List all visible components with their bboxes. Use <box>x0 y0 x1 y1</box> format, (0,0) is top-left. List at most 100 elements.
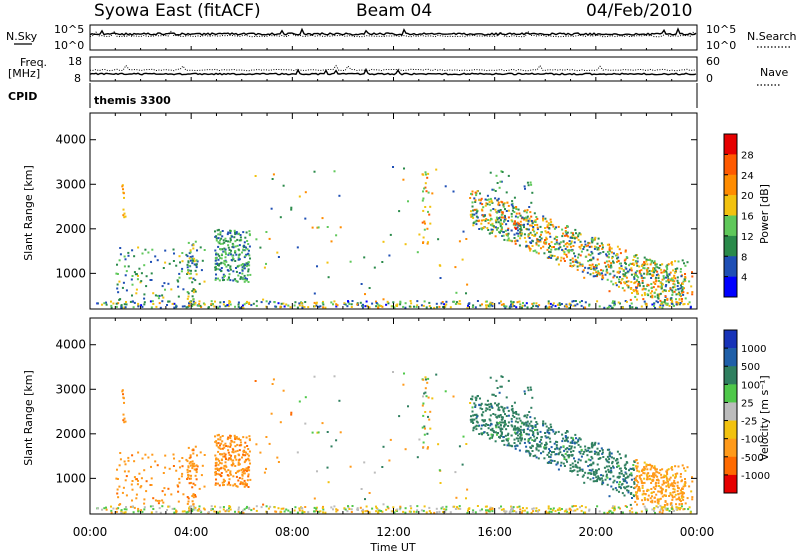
heatmap-cell <box>182 288 185 291</box>
heatmap-cell <box>527 433 530 436</box>
heatmap-cell <box>193 263 196 266</box>
heatmap-cell <box>672 286 675 289</box>
heatmap-cell <box>200 306 203 308</box>
heatmap-cell <box>494 226 497 229</box>
heatmap-cell <box>486 227 489 230</box>
heatmap-cell <box>457 302 460 305</box>
heatmap-cell <box>497 402 500 405</box>
heatmap-cell <box>582 453 585 455</box>
heatmap-cell <box>528 206 531 208</box>
heatmap-cell <box>131 283 134 286</box>
heatmap-cell <box>465 443 468 445</box>
heatmap-cell <box>592 472 595 475</box>
heatmap-cell <box>516 431 519 434</box>
heatmap-cell <box>545 441 548 444</box>
heatmap-cell <box>283 305 286 308</box>
heatmap-cell <box>422 441 425 444</box>
heatmap-cell <box>433 306 436 309</box>
heatmap-cell <box>378 509 381 512</box>
heatmap-cell <box>588 267 591 269</box>
heatmap-cell <box>427 377 430 380</box>
heatmap-cell <box>526 223 529 226</box>
colorbar-tick-label: 12 <box>741 232 754 243</box>
heatmap-cell <box>612 283 615 286</box>
heatmap-cell <box>140 485 143 488</box>
heatmap-cell <box>120 304 123 307</box>
heatmap-cell <box>214 230 217 233</box>
heatmap-cell <box>534 426 537 428</box>
heatmap-cell <box>248 254 251 257</box>
heatmap-cell <box>614 254 617 257</box>
heatmap-cell <box>675 503 678 506</box>
heatmap-cell <box>222 239 225 242</box>
heatmap-cell <box>684 264 687 267</box>
heatmap-cell <box>237 258 240 261</box>
heatmap-cell <box>571 257 574 260</box>
heatmap-cell <box>478 199 481 202</box>
heatmap-cell <box>677 281 680 284</box>
heatmap-cell <box>594 473 597 476</box>
heatmap-cell <box>585 245 588 248</box>
heatmap-cell <box>666 469 669 472</box>
heatmap-cell <box>551 451 554 454</box>
heatmap-cell <box>243 450 246 453</box>
heatmap-cell <box>388 459 391 462</box>
heatmap-cell <box>237 506 240 509</box>
heatmap-cell <box>535 305 538 308</box>
heatmap-cell <box>549 218 552 221</box>
heatmap-cell <box>444 390 447 393</box>
heatmap-cell <box>519 419 522 422</box>
heatmap-cell <box>217 438 220 441</box>
heatmap-cell <box>101 508 104 511</box>
heatmap-cell <box>500 227 503 229</box>
heatmap-cell <box>248 508 251 510</box>
heatmap-cell <box>244 454 247 457</box>
heatmap-cell <box>214 482 217 485</box>
heatmap-cell <box>131 294 134 297</box>
heatmap-cell <box>162 501 165 504</box>
heatmap-cell <box>651 478 654 481</box>
heatmap-cell <box>643 472 646 475</box>
heatmap-cell <box>539 240 542 243</box>
heatmap-cell <box>487 222 490 225</box>
heatmap-cell <box>588 303 591 306</box>
heatmap-cell <box>671 498 674 501</box>
heatmap-cell <box>488 201 491 203</box>
heatmap-cell <box>396 508 399 511</box>
heatmap-cell <box>333 300 336 303</box>
heatmap-cell <box>679 499 682 502</box>
heatmap-cell <box>608 248 611 251</box>
heatmap-cell <box>219 301 222 304</box>
heatmap-cell <box>669 484 672 487</box>
heatmap-cell <box>245 253 248 256</box>
heatmap-cell <box>491 393 494 396</box>
heatmap-cell <box>298 302 301 305</box>
heatmap-cell <box>229 473 232 476</box>
heatmap-cell <box>494 413 497 416</box>
heatmap-cell <box>548 250 551 253</box>
heatmap-cell <box>428 510 431 513</box>
heatmap-cell <box>679 284 682 287</box>
heatmap-cell <box>237 303 240 306</box>
heatmap-cell <box>439 277 442 279</box>
heatmap-cell <box>562 240 565 243</box>
heatmap-cell <box>661 301 664 304</box>
heatmap-cell <box>241 263 244 265</box>
heatmap-cell <box>467 509 470 512</box>
heatmap-cell <box>276 251 279 254</box>
heatmap-cell <box>194 289 197 291</box>
nave-trace <box>89 64 697 72</box>
heatmap-cell <box>606 448 609 451</box>
heatmap-cell <box>636 292 639 295</box>
heatmap-cell <box>635 260 638 263</box>
heatmap-cell <box>562 445 565 448</box>
heatmap-cell <box>573 446 576 449</box>
heatmap-cell <box>147 456 150 459</box>
heatmap-cell <box>660 287 663 290</box>
heatmap-cell <box>227 240 230 243</box>
heatmap-cell <box>663 289 666 292</box>
colorbar-tick-label: 28 <box>741 150 754 161</box>
heatmap-cell <box>237 256 240 259</box>
heatmap-cell <box>124 479 127 482</box>
heatmap-cell <box>137 451 140 454</box>
